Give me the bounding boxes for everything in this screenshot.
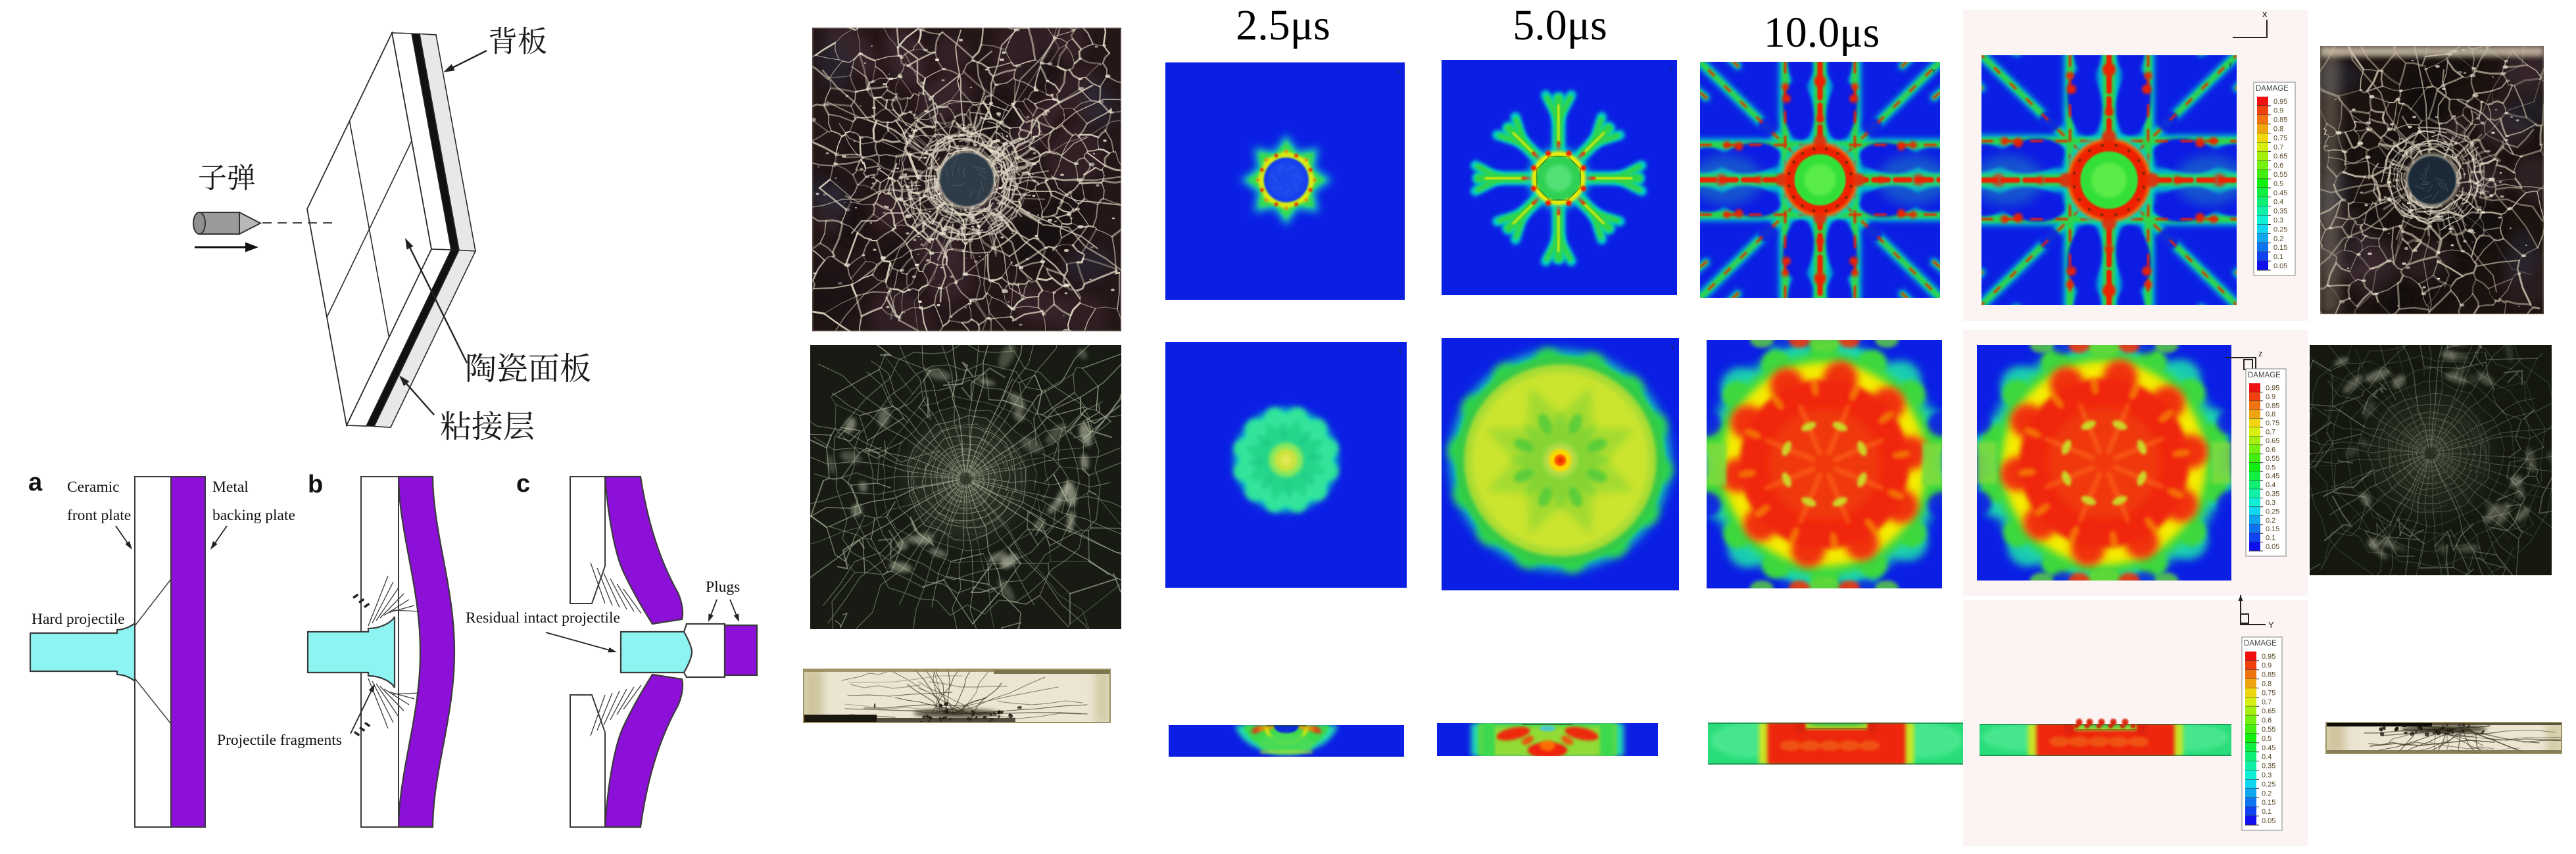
svg-text:0.25: 0.25 — [2266, 508, 2279, 515]
svg-text:0.95: 0.95 — [2273, 98, 2287, 106]
svg-text:0.8: 0.8 — [2262, 680, 2272, 688]
svg-text:DAMAGE: DAMAGE — [2248, 371, 2281, 379]
svg-text:0.6: 0.6 — [2262, 717, 2272, 724]
svg-text:0.6: 0.6 — [2273, 162, 2283, 170]
svg-text:2.5μs: 2.5μs — [1236, 1, 1330, 49]
svg-text:0.1: 0.1 — [2273, 253, 2283, 261]
svg-text:0.85: 0.85 — [2273, 116, 2287, 124]
svg-text:DAMAGE: DAMAGE — [2244, 640, 2277, 648]
svg-text:Y: Y — [1398, 348, 1403, 356]
svg-text:0.15: 0.15 — [2262, 799, 2275, 807]
svg-text:0.2: 0.2 — [2266, 517, 2275, 525]
svg-text:Ceramic: Ceramic — [67, 479, 120, 496]
svg-text:0.65: 0.65 — [2262, 707, 2275, 715]
svg-text:0.75: 0.75 — [2266, 419, 2279, 427]
svg-text:Y: Y — [2268, 620, 2274, 630]
svg-text:Hard projectile: Hard projectile — [32, 611, 125, 628]
svg-text:DAMAGE: DAMAGE — [2256, 85, 2289, 93]
svg-text:0.65: 0.65 — [2266, 437, 2279, 445]
svg-text:0.65: 0.65 — [2273, 153, 2287, 160]
svg-text:Y: Y — [1670, 344, 1675, 352]
svg-text:0.05: 0.05 — [2273, 262, 2287, 270]
svg-text:0.75: 0.75 — [2262, 689, 2275, 697]
svg-text:0.1: 0.1 — [2262, 808, 2272, 816]
svg-text:Y: Y — [1932, 68, 1936, 76]
svg-text:a: a — [28, 469, 43, 496]
svg-text:0.7: 0.7 — [2266, 429, 2275, 437]
svg-text:Y: Y — [2228, 62, 2233, 69]
svg-text:0.35: 0.35 — [2266, 490, 2279, 498]
svg-text:Y: Y — [1668, 66, 1673, 74]
svg-text:0.75: 0.75 — [2273, 134, 2287, 142]
svg-text:Residual intact projectile: Residual intact projectile — [466, 609, 620, 627]
svg-text:x: x — [2262, 9, 2268, 20]
svg-text:0.5: 0.5 — [2266, 463, 2275, 471]
svg-text:0.25: 0.25 — [2262, 780, 2275, 788]
svg-text:0.85: 0.85 — [2262, 671, 2275, 679]
svg-text:0.95: 0.95 — [2266, 385, 2279, 392]
svg-text:0.7: 0.7 — [2262, 698, 2272, 706]
svg-text:5.0μs: 5.0μs — [1513, 1, 1607, 49]
svg-text:Projectile fragments: Projectile fragments — [217, 732, 342, 749]
svg-text:0.5: 0.5 — [2273, 180, 2283, 188]
svg-text:0.8: 0.8 — [2273, 126, 2283, 133]
svg-text:0.15: 0.15 — [2273, 244, 2287, 252]
svg-text:0.25: 0.25 — [2273, 225, 2287, 233]
svg-text:0.3: 0.3 — [2266, 499, 2275, 507]
svg-text:0.3: 0.3 — [2262, 772, 2272, 780]
svg-text:0.05: 0.05 — [2262, 817, 2275, 825]
svg-text:0.05: 0.05 — [2266, 543, 2279, 551]
svg-text:0.7: 0.7 — [2273, 143, 2283, 151]
svg-text:0.9: 0.9 — [2273, 107, 2283, 115]
svg-text:Plugs: Plugs — [706, 579, 740, 596]
svg-text:0.2: 0.2 — [2273, 235, 2283, 243]
svg-text:0.6: 0.6 — [2266, 446, 2275, 454]
svg-text:front plate: front plate — [67, 507, 131, 524]
svg-text:0.5: 0.5 — [2262, 735, 2272, 743]
svg-text:0.55: 0.55 — [2266, 455, 2279, 463]
svg-text:c: c — [516, 470, 530, 498]
svg-text:Metal: Metal — [212, 479, 249, 496]
svg-text:0.45: 0.45 — [2262, 744, 2275, 752]
svg-text:0.15: 0.15 — [2266, 525, 2279, 533]
svg-text:0.45: 0.45 — [2266, 473, 2279, 481]
svg-text:0.35: 0.35 — [2262, 763, 2275, 771]
svg-text:b: b — [308, 471, 323, 498]
svg-text:z: z — [2258, 348, 2263, 358]
svg-text:0.2: 0.2 — [2262, 790, 2272, 797]
svg-text:Y: Y — [1396, 69, 1401, 76]
svg-text:0.4: 0.4 — [2262, 753, 2272, 761]
svg-text:backing plate: backing plate — [212, 507, 295, 524]
svg-text:10.0μs: 10.0μs — [1764, 9, 1880, 57]
svg-text:0.3: 0.3 — [2273, 217, 2283, 225]
svg-text:0.95: 0.95 — [2262, 653, 2275, 661]
svg-text:0.9: 0.9 — [2262, 662, 2272, 670]
svg-text:0.8: 0.8 — [2266, 411, 2275, 419]
svg-text:0.1: 0.1 — [2266, 534, 2275, 542]
svg-text:0.45: 0.45 — [2273, 189, 2287, 197]
svg-text:0.9: 0.9 — [2266, 393, 2275, 401]
svg-text:0.35: 0.35 — [2273, 208, 2287, 216]
svg-text:0.4: 0.4 — [2273, 199, 2283, 206]
svg-text:0.55: 0.55 — [2262, 726, 2275, 734]
svg-text:0.55: 0.55 — [2273, 171, 2287, 179]
svg-text:0.4: 0.4 — [2266, 481, 2275, 489]
svg-text:0.85: 0.85 — [2266, 402, 2279, 410]
